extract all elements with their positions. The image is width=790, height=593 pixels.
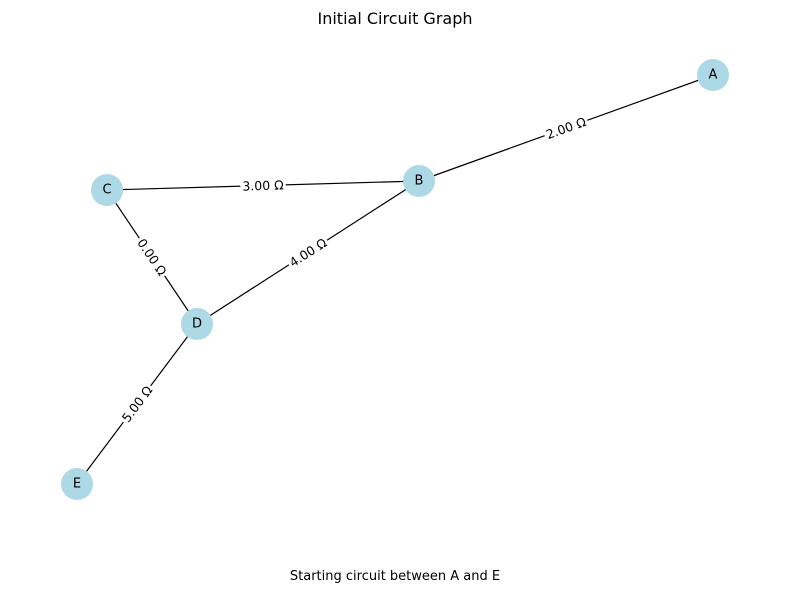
nodes-layer: A B C D E: [61, 59, 729, 500]
node-label-C: C: [102, 183, 111, 198]
node-circle-E: [61, 468, 93, 500]
node-circle-D: [181, 308, 213, 340]
node-circle-A: [697, 59, 729, 91]
edge-label-group-B-A: 2.00 Ω: [541, 112, 591, 144]
edge-label-background: [284, 233, 332, 272]
edge-label-group-C-D: 0.00 Ω: [132, 233, 172, 281]
edge-label-E-D: 5.00 Ω: [119, 383, 156, 425]
edge-label-D-B: 4.00 Ω: [287, 235, 330, 270]
edge-label-background: [132, 233, 172, 281]
edge-label-group-C-B: 3.00 Ω: [240, 176, 286, 195]
figure-caption: Starting circuit between A and E: [290, 569, 500, 584]
node-label-B: B: [415, 174, 424, 189]
edge-label-C-D: 0.00 Ω: [134, 236, 170, 279]
edge-label-B-A: 2.00 Ω: [544, 114, 588, 142]
edge-label-background: [116, 381, 158, 427]
edge-label-background: [240, 176, 286, 195]
node-label-A: A: [709, 68, 718, 83]
node-C: C: [91, 174, 123, 206]
edge-label-group-D-B: 4.00 Ω: [284, 233, 332, 272]
edge-label-group-E-D: 5.00 Ω: [116, 381, 158, 427]
node-circle-C: [91, 174, 123, 206]
node-A: A: [697, 59, 729, 91]
node-E: E: [61, 468, 93, 500]
figure-title: Initial Circuit Graph: [317, 9, 472, 28]
node-B: B: [403, 165, 435, 197]
edges-layer: [76, 74, 714, 485]
node-label-D: D: [192, 317, 202, 332]
node-label-E: E: [73, 477, 81, 492]
node-D: D: [181, 308, 213, 340]
edge-labels-layer: 2.00 Ω 3.00 Ω 0.00 Ω 4.00 Ω 5.00 Ω: [116, 112, 591, 427]
edge-label-background: [541, 112, 591, 144]
node-circle-B: [403, 165, 435, 197]
edge-label-C-B: 3.00 Ω: [242, 177, 284, 193]
